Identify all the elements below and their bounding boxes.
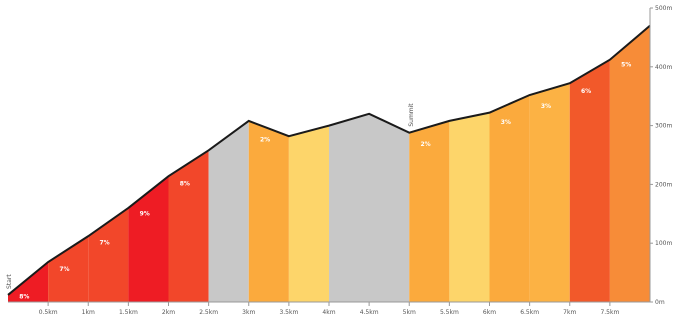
x-tick-label: 7.5km: [600, 309, 619, 316]
x-tick-label: 5.5km: [440, 309, 459, 316]
x-tick-label: 4km: [322, 309, 335, 316]
segment-labels: 8% 7% 7% 9% 8% 2% 2% 3% 3% 6% 5%: [19, 62, 631, 301]
x-tick-label: 3.5km: [279, 309, 298, 316]
y-tick-label: 100m: [655, 240, 672, 247]
y-tick-label: 400m: [655, 64, 672, 71]
profile-line-group: [7, 24, 651, 296]
profile-line: [7, 24, 651, 296]
segment-grade-label: 8%: [180, 180, 190, 187]
segment-10: [409, 120, 450, 303]
y-axis: 0m 100m 200m 300m 400m 500m: [649, 5, 672, 306]
segment-4: [128, 176, 169, 302]
segment-2: [48, 236, 89, 302]
segment-6: [208, 120, 249, 303]
segment-grade-label: 5%: [621, 62, 631, 69]
segment-grade-label: 7%: [99, 240, 109, 247]
segment-3: [88, 207, 129, 302]
gradient-segments: [8, 25, 650, 303]
x-tick-label: 6.5km: [520, 309, 539, 316]
segment-grade-label: 8%: [19, 293, 29, 300]
x-tick-label: 0.5km: [39, 309, 58, 316]
segment-grade-label: 7%: [59, 266, 69, 273]
annotation-label: Start: [6, 274, 13, 289]
segment-13: [529, 83, 570, 302]
x-tick-label: 2.5km: [199, 309, 218, 316]
x-axis: 0.5km 1km 1.5km 2km 2.5km 3km 3.5km 4km 4.5km 5km…: [8, 301, 650, 316]
x-tick-label: 3km: [242, 309, 255, 316]
x-tick-label: 7km: [563, 309, 576, 316]
segment-12: [489, 95, 530, 303]
y-tick-label: 0m: [655, 299, 665, 306]
segment-grade-label: 3%: [501, 119, 511, 126]
annotation-label: Summit: [408, 103, 415, 127]
segment-15: [609, 25, 650, 302]
segment-grade-label: 3%: [541, 103, 551, 110]
y-tick-label: 300m: [655, 123, 672, 130]
segment-9: [329, 113, 410, 302]
x-tick-label: 2km: [162, 309, 175, 316]
segment-11: [449, 112, 490, 302]
segment-grade-label: 9%: [140, 210, 150, 217]
x-tick-label: 1.5km: [119, 309, 138, 316]
segment-grade-label: 2%: [420, 141, 430, 148]
segment-8: [288, 125, 329, 302]
segment-5: [168, 150, 209, 302]
segment-14: [569, 59, 610, 302]
x-tick-label: 4.5km: [360, 309, 379, 316]
annotations: Start Summit: [6, 103, 415, 289]
y-tick-label: 200m: [655, 181, 672, 188]
segment-grade-label: 2%: [260, 137, 270, 144]
x-tick-label: 5km: [403, 309, 416, 316]
segment-1: [8, 262, 49, 302]
y-tick-label: 500m: [655, 5, 672, 12]
x-tick-label: 1km: [82, 309, 95, 316]
segment-grade-label: 6%: [581, 88, 591, 95]
segment-7: [248, 120, 289, 303]
x-tick-label: 6km: [483, 309, 496, 316]
